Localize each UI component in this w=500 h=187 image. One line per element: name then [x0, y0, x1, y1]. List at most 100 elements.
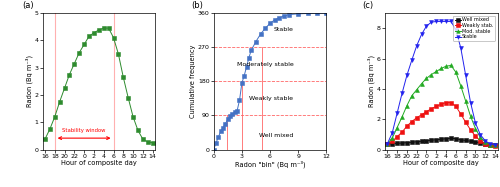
Well mixed — [434, 139, 440, 141]
Stable — [394, 112, 400, 114]
Weakly stab. — [453, 105, 459, 108]
Mod. stable — [468, 115, 473, 117]
Stable — [462, 74, 468, 76]
Weakly stab. — [443, 102, 449, 104]
Stable — [482, 140, 488, 142]
Mod. stable — [443, 65, 449, 67]
Text: (a): (a) — [22, 1, 34, 10]
Text: Well mixed: Well mixed — [259, 133, 294, 138]
Text: Stability window: Stability window — [62, 128, 106, 133]
Stable — [472, 122, 478, 124]
Well mixed — [492, 144, 498, 146]
Mod. stable — [448, 64, 454, 67]
Well mixed — [472, 141, 478, 143]
Weakly stab. — [428, 108, 434, 110]
Stable — [424, 25, 430, 27]
Weakly stab. — [404, 125, 410, 127]
Weakly stab. — [389, 140, 395, 142]
Well mixed — [468, 140, 473, 142]
Well mixed — [453, 138, 459, 140]
Weakly stab. — [384, 143, 390, 145]
Stable — [487, 143, 493, 145]
Stable — [438, 20, 444, 23]
Weakly stab. — [409, 120, 415, 123]
Text: Stable: Stable — [274, 27, 293, 32]
Well mixed — [482, 143, 488, 145]
Stable — [399, 92, 405, 95]
Well mixed — [409, 141, 415, 143]
Text: (b): (b) — [191, 1, 203, 10]
Stable — [384, 143, 390, 145]
Mod. stable — [482, 141, 488, 143]
Weakly stab. — [414, 117, 420, 119]
Weakly stab. — [458, 113, 464, 115]
Weakly stab. — [424, 111, 430, 113]
Mod. stable — [394, 126, 400, 129]
Mod. stable — [487, 143, 493, 146]
Stable — [458, 47, 464, 49]
Well mixed — [384, 143, 390, 145]
Weakly stab. — [468, 129, 473, 131]
Weakly stab. — [472, 135, 478, 137]
Mod. stable — [404, 105, 410, 107]
Y-axis label: Radon (Bq m⁻³): Radon (Bq m⁻³) — [26, 55, 33, 107]
Well mixed — [418, 140, 424, 142]
Stable — [443, 20, 449, 23]
Well mixed — [404, 142, 410, 144]
Well mixed — [487, 144, 493, 146]
Stable — [428, 21, 434, 23]
Mod. stable — [462, 100, 468, 102]
Stable — [434, 20, 440, 23]
Mod. stable — [472, 128, 478, 130]
Well mixed — [438, 138, 444, 140]
Mod. stable — [414, 89, 420, 91]
Stable — [409, 59, 415, 61]
Y-axis label: Radon (Bq m⁻³): Radon (Bq m⁻³) — [368, 55, 376, 107]
Weakly stab. — [462, 121, 468, 123]
Mod. stable — [409, 95, 415, 97]
Stable — [492, 144, 498, 146]
X-axis label: Hour of composite day: Hour of composite day — [404, 160, 479, 166]
Mod. stable — [424, 77, 430, 79]
Mod. stable — [399, 116, 405, 118]
Text: Weakly stable: Weakly stable — [250, 96, 294, 101]
Stable — [478, 134, 484, 136]
Text: Moderately stable: Moderately stable — [236, 62, 294, 67]
Stable — [418, 33, 424, 36]
Line: Mod. stable: Mod. stable — [386, 63, 497, 147]
Y-axis label: Cumulative frequency: Cumulative frequency — [190, 45, 196, 118]
Stable — [453, 29, 459, 31]
Stable — [389, 132, 395, 134]
Legend: Well mixed, Weakly stab., Mod. stable, Stable: Well mixed, Weakly stab., Mod. stable, S… — [453, 16, 495, 41]
Mod. stable — [418, 82, 424, 85]
Well mixed — [389, 143, 395, 145]
Weakly stab. — [487, 144, 493, 146]
Weakly stab. — [482, 143, 488, 145]
Mod. stable — [384, 143, 390, 145]
Stable — [468, 102, 473, 104]
Text: (c): (c) — [362, 1, 374, 10]
Well mixed — [448, 137, 454, 139]
Mod. stable — [438, 67, 444, 70]
Well mixed — [399, 142, 405, 144]
Well mixed — [414, 141, 420, 143]
Line: Well mixed: Well mixed — [386, 136, 497, 147]
Mod. stable — [492, 144, 498, 146]
Well mixed — [394, 142, 400, 144]
Weakly stab. — [438, 103, 444, 105]
Weakly stab. — [448, 102, 454, 104]
Mod. stable — [389, 137, 395, 139]
X-axis label: Radon "bin" (Bq m⁻³): Radon "bin" (Bq m⁻³) — [234, 160, 306, 168]
Line: Stable: Stable — [386, 19, 497, 147]
Mod. stable — [428, 73, 434, 76]
Mod. stable — [453, 71, 459, 73]
Mod. stable — [434, 70, 440, 73]
Weakly stab. — [394, 136, 400, 138]
Weakly stab. — [399, 131, 405, 133]
Well mixed — [443, 138, 449, 140]
Well mixed — [424, 140, 430, 142]
Stable — [414, 45, 420, 47]
Well mixed — [462, 139, 468, 142]
Weakly stab. — [434, 105, 440, 108]
Weakly stab. — [418, 114, 424, 116]
